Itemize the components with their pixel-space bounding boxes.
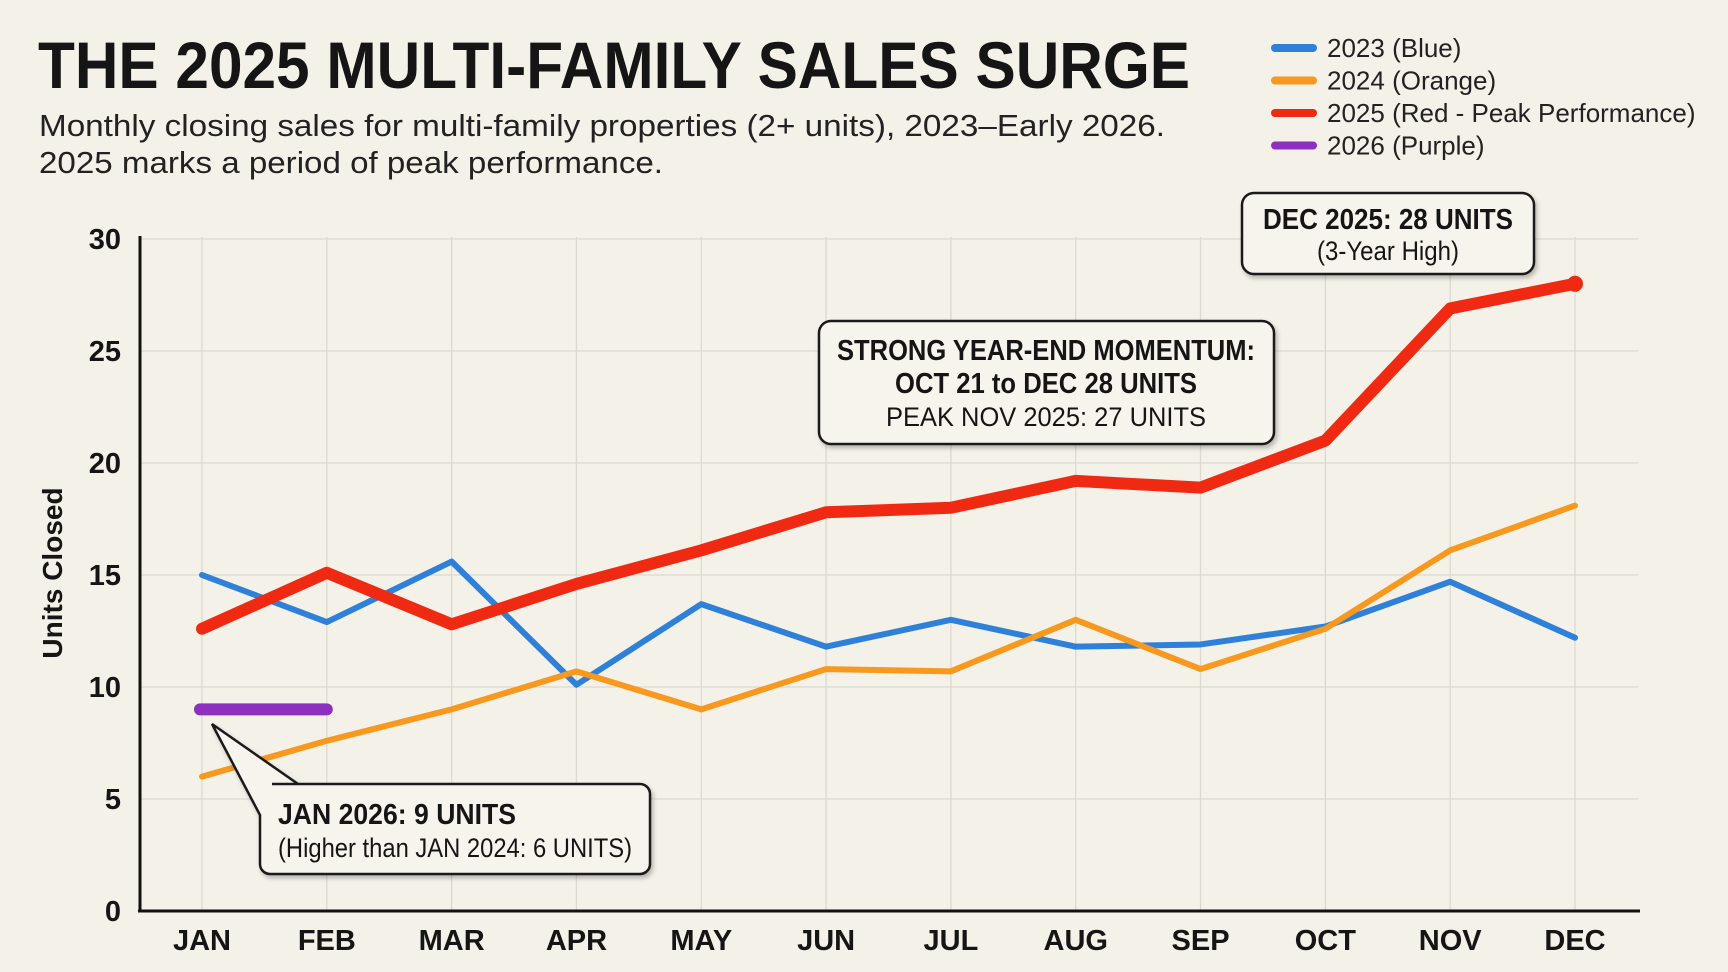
chart-title: THE 2025 MULTI-FAMILY SALES SURGE <box>38 28 1190 102</box>
y-axis-ticks: 0 5 10 15 20 25 30 <box>89 224 121 928</box>
series-line-1 <box>199 558 1578 688</box>
legend-label: 2024 (Orange) <box>1327 66 1496 96</box>
chart-subtitle-line-2: 2025 marks a period of peak performance. <box>39 145 663 180</box>
y-tick-label: 10 <box>89 672 121 704</box>
x-tick-label: OCT <box>1295 925 1357 957</box>
x-tick-label: MAR <box>419 925 485 957</box>
legend-label: 2023 (Blue) <box>1327 33 1461 63</box>
chart-subtitle-line-1: Monthly closing sales for multi-family p… <box>39 108 1165 143</box>
annotation-momentum-line-3: PEAK NOV 2025: 27 UNITS <box>886 402 1206 432</box>
x-tick-label: JUL <box>924 925 979 957</box>
x-axis-ticks: JAN FEB MAR APR MAY JUN JUL AUG SEP OCT NOV DEC <box>173 925 1606 957</box>
y-tick-label: 30 <box>89 224 121 256</box>
annotation-momentum-line-1: STRONG YEAR-END MOMENTUM: <box>837 335 1255 367</box>
y-tick-label: 0 <box>105 896 121 928</box>
legend-label: 2026 (Purple) <box>1327 131 1485 161</box>
legend-label: 2025 (Red - Peak Performance) <box>1327 98 1696 128</box>
annotation-dec-line-2: (3-Year High) <box>1317 236 1459 266</box>
series-line-3 <box>196 277 1581 635</box>
x-tick-label: MAY <box>670 925 732 957</box>
annotation-jan-line-1: JAN 2026: 9 UNITS <box>278 799 516 831</box>
annotation-jan-line-2: (Higher than JAN 2024: 6 UNITS) <box>278 833 632 863</box>
x-tick-label: JAN <box>173 925 231 957</box>
legend: 2023 (Blue)2024 (Orange)2025 (Red - Peak… <box>1271 33 1696 161</box>
x-tick-label: AUG <box>1044 925 1108 957</box>
data-point <box>1567 275 1583 292</box>
x-tick-label: JUN <box>797 925 855 957</box>
x-tick-label: FEB <box>298 925 356 957</box>
annotation-dec-line-1: DEC 2025: 28 UNITS <box>1263 204 1513 236</box>
annotation-dec-2025: DEC 2025: 28 UNITS (3-Year High) <box>1240 191 1536 276</box>
annotation-momentum-line-2: OCT 21 to DEC 28 UNITS <box>895 368 1197 400</box>
y-tick-label: 15 <box>89 560 121 592</box>
x-tick-label: SEP <box>1172 925 1230 957</box>
y-tick-label: 20 <box>89 448 121 480</box>
y-axis-label: Units Closed <box>37 487 68 658</box>
x-tick-label: DEC <box>1544 925 1605 957</box>
y-tick-label: 5 <box>105 784 121 816</box>
annotation-momentum: STRONG YEAR-END MOMENTUM: OCT 21 to DEC … <box>817 319 1276 446</box>
series-lines <box>194 275 1583 780</box>
series-line-2 <box>199 502 1578 780</box>
x-tick-label: NOV <box>1419 925 1483 957</box>
y-tick-label: 25 <box>89 336 121 368</box>
x-tick-label: APR <box>546 925 607 957</box>
annotation-jan-2026: JAN 2026: 9 UNITS (Higher than JAN 2024:… <box>210 722 652 876</box>
